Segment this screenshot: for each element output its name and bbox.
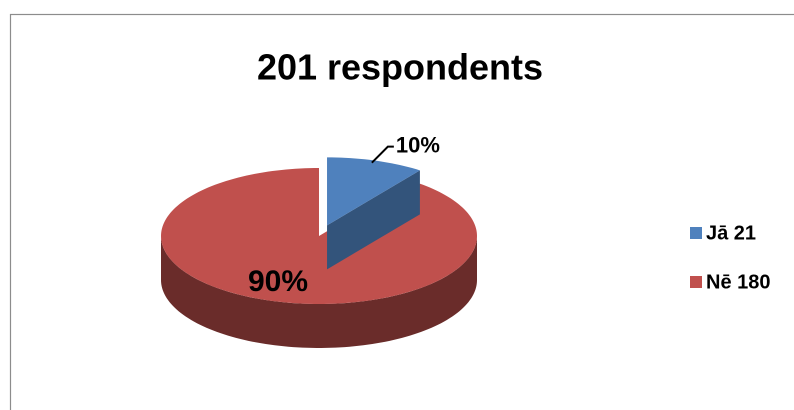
- slice-wall: [327, 170, 420, 270]
- legend-label: Nē 180: [706, 271, 771, 293]
- data-label: 10%: [396, 132, 440, 157]
- legend-swatch: [690, 276, 702, 288]
- legend-label: Jā 21: [706, 222, 756, 244]
- slice: [327, 157, 420, 226]
- data-label: 90%: [248, 265, 308, 298]
- leader-line: [371, 145, 394, 164]
- slice-side: [161, 236, 477, 348]
- slice: [161, 168, 477, 304]
- chart-title: 201 respondents: [257, 47, 543, 88]
- legend-swatch: [690, 227, 702, 239]
